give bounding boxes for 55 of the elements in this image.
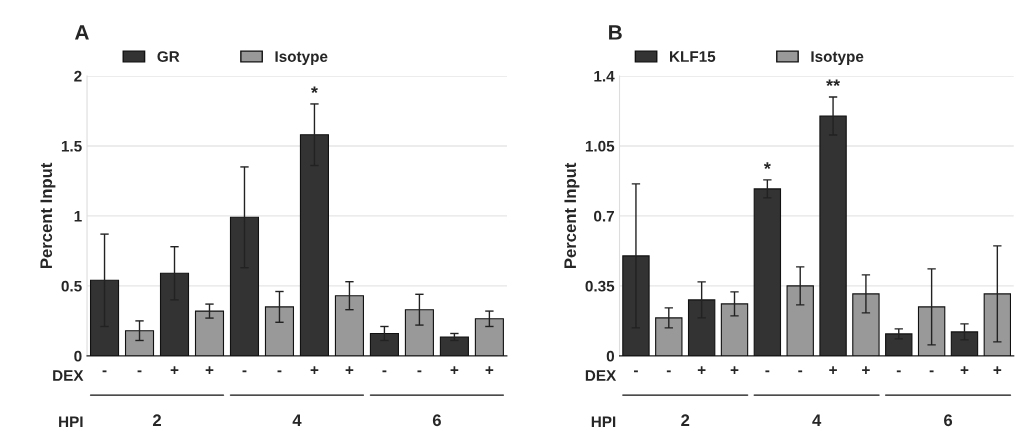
- x-tick-label: +: [960, 366, 969, 375]
- x-tick-label: -: [242, 370, 247, 373]
- y-tick-label: 2: [74, 70, 82, 82]
- x-tick-label: +: [829, 366, 837, 375]
- y-tick-label: 0: [606, 350, 615, 362]
- x-tick-label: -: [666, 370, 671, 373]
- x-tick-label: +: [697, 366, 706, 375]
- x-tick-label: -: [417, 370, 422, 373]
- legend-label: Isotype: [811, 51, 864, 65]
- y-axis-title: Percent Input: [40, 162, 56, 269]
- y-tick-label: 0.7: [594, 210, 614, 222]
- x-tick-label: -: [765, 370, 770, 373]
- x-tick-label: +: [862, 366, 870, 375]
- x-tick-label: -: [277, 370, 282, 373]
- y-tick-label: 0: [74, 350, 82, 362]
- x-tick-label: -: [929, 370, 934, 373]
- x-tick-label: +: [345, 366, 354, 375]
- x-tick-label: +: [993, 366, 1002, 375]
- data-label: *: [763, 162, 771, 170]
- y-tick-label: 0.35: [585, 280, 615, 292]
- x-tick-label: +: [485, 366, 494, 375]
- text: HPI: [59, 416, 83, 428]
- x-tick-label: +: [170, 366, 179, 375]
- text: 6: [944, 414, 953, 427]
- y-tick-label: 1: [74, 210, 82, 222]
- y-tick-label: 0.5: [61, 280, 82, 292]
- x-tick-label: +: [310, 366, 319, 375]
- text: 6: [432, 414, 441, 427]
- chart-title: B: [609, 25, 622, 40]
- y-tick-label: 1.4: [594, 70, 615, 82]
- text: 2: [152, 414, 161, 426]
- x-tick-label: -: [896, 370, 901, 373]
- x-tick-label: +: [730, 366, 739, 375]
- x-tick-label: -: [382, 370, 387, 373]
- x-tick-label: +: [205, 366, 214, 375]
- y-tick-label: 1.05: [585, 140, 615, 152]
- x-tick-label: -: [102, 370, 107, 373]
- data-label: **: [826, 79, 841, 87]
- y-axis-title: Percent Input: [564, 162, 580, 269]
- x-tick-label: -: [137, 370, 142, 373]
- data-label: *: [310, 86, 318, 94]
- legend-label: Isotype: [275, 51, 328, 65]
- x-tick-label: -: [798, 370, 803, 373]
- text: 2: [681, 414, 690, 426]
- legend-label: GR: [157, 51, 180, 62]
- text: HPI: [591, 416, 616, 428]
- x-tick-label: -: [634, 370, 638, 373]
- text: 4: [812, 414, 822, 426]
- text: DEX: [585, 370, 617, 381]
- text: 4: [292, 414, 302, 426]
- x-tick-label: +: [450, 366, 459, 375]
- legend-label: KLF15: [670, 51, 716, 62]
- chart-title: A: [74, 25, 89, 40]
- text: DEX: [53, 370, 84, 381]
- y-tick-label: 1.5: [61, 140, 82, 152]
